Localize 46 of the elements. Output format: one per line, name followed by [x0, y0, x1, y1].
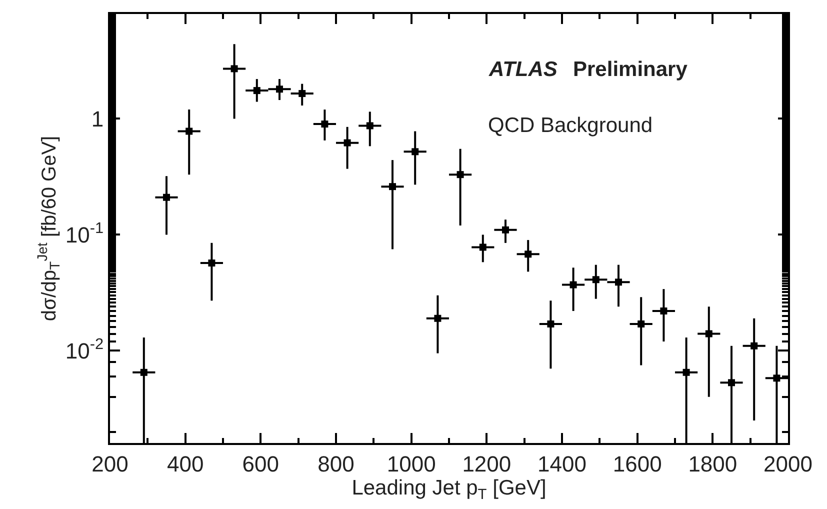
y-tick-label: 1: [91, 106, 104, 132]
point: [389, 183, 396, 190]
y-tick-label: 10$^{-2}$: [65, 336, 104, 364]
point: [298, 90, 306, 98]
x-tick-label: 400: [166, 451, 204, 476]
annotation: Preliminary: [573, 58, 688, 81]
point: [434, 314, 442, 322]
point: [479, 244, 486, 251]
x-tick-label: 1400: [538, 451, 586, 476]
x-tick-label: 1000: [386, 451, 436, 476]
point: [208, 260, 216, 267]
point: [412, 148, 419, 156]
point: [570, 281, 577, 288]
point: [705, 330, 712, 338]
point: [502, 226, 509, 234]
point: [230, 65, 238, 72]
point: [660, 307, 668, 314]
x-tick-label: 200: [92, 451, 128, 476]
annotation: QCD Background: [488, 114, 653, 137]
x-tick-label: 600: [242, 451, 280, 476]
annotation: ATLAS: [488, 58, 558, 81]
point: [140, 368, 148, 376]
x-tick-label: 800: [318, 451, 354, 476]
point: [253, 87, 260, 94]
point: [682, 368, 690, 376]
point: [276, 86, 283, 93]
point: [456, 171, 464, 178]
point: [592, 276, 600, 284]
point: [728, 379, 735, 386]
point: [366, 122, 374, 130]
point: [615, 278, 622, 286]
x-tick-label: 1800: [688, 451, 738, 476]
x-tick-label: 1200: [462, 451, 512, 476]
point: [524, 250, 532, 258]
y-tick-label: 10$^{-1}$: [65, 220, 104, 248]
point: [321, 120, 328, 128]
point: [163, 194, 170, 201]
x-axis-title: Leading Jet p$_{T}$ [GeV]: [352, 476, 546, 503]
point: [750, 342, 758, 350]
x-tick-label: 1600: [612, 451, 662, 476]
point: [547, 320, 554, 328]
point: [773, 374, 780, 382]
point: [186, 128, 193, 135]
point: [344, 139, 351, 146]
x-tick-label: 2000: [764, 451, 812, 476]
point: [638, 320, 645, 328]
